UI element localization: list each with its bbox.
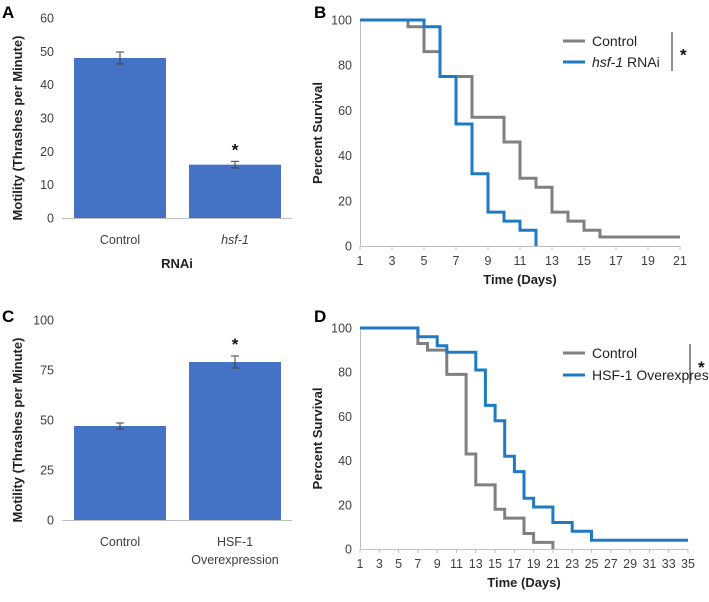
- pa-y-tick-label: 30: [40, 112, 54, 126]
- pd-x-tick-label: 33: [662, 557, 676, 571]
- pd-significance-star: *: [698, 358, 705, 377]
- pc-bar-2: [189, 362, 281, 520]
- pb-y-tick-label: 60: [338, 104, 352, 118]
- pd-y-tick-label: 80: [338, 366, 352, 380]
- panel-label-c: C: [2, 307, 14, 326]
- pb-legend-label-2: hsf-1 RNAi: [592, 54, 660, 70]
- pb-y-tick-label: 0: [345, 240, 352, 254]
- pc-y-tick-label: 25: [40, 464, 54, 478]
- pc-y-axis-title: Motility (Thrashes per Minute): [10, 338, 25, 523]
- pa-y-tick-label: 20: [40, 145, 54, 159]
- pd-x-tick-label: 31: [642, 557, 656, 571]
- pa-y-axis-title: Motility (Thrashes per Minute): [10, 36, 25, 221]
- pb-x-tick-label: 13: [545, 254, 559, 268]
- pc-y-tick-label: 50: [40, 414, 54, 428]
- pc-significance-star: *: [232, 335, 239, 354]
- pc-category-label: Control: [100, 535, 140, 549]
- panel-label-b: B: [314, 3, 326, 22]
- pd-x-tick-label: 23: [565, 557, 579, 571]
- pc-error-bar-1: [116, 422, 124, 430]
- pc-y-tick-label: 0: [47, 514, 54, 528]
- pb-x-tick-label: 19: [641, 254, 655, 268]
- pa-error-bar-1: [116, 51, 124, 65]
- pd-x-tick-label: 7: [414, 557, 421, 571]
- pb-x-axis-title: Time (Days): [483, 272, 556, 287]
- pc-y-tick-label: 100: [33, 314, 54, 328]
- pd-series-line-hsf-1-overexpression: [360, 326, 688, 542]
- pc-category-label: Overexpression: [191, 553, 279, 567]
- pd-series-line-control: [360, 326, 555, 549]
- pa-bar-2: [189, 164, 281, 218]
- pb-x-tick-label: 17: [609, 254, 623, 268]
- pa-x-axis-title: RNAi: [161, 256, 193, 271]
- panel-label-d: D: [314, 307, 326, 326]
- pd-x-tick-label: 3: [376, 557, 383, 571]
- pd-x-tick-label: 17: [507, 557, 521, 571]
- pb-x-tick-label: 7: [453, 254, 460, 268]
- pa-category-label: hsf-1: [221, 233, 249, 247]
- pd-x-tick-label: 25: [585, 557, 599, 571]
- pd-x-tick-label: 21: [546, 557, 560, 571]
- pb-x-tick-label: 9: [485, 254, 492, 268]
- pb-x-tick-label: 3: [389, 254, 396, 268]
- pd-y-axis-title: Percent Survival: [310, 388, 325, 490]
- pb-x-tick-label: 11: [514, 254, 527, 268]
- pd-x-tick-label: 13: [469, 557, 483, 571]
- pd-x-tick-label: 35: [681, 557, 695, 571]
- pb-y-tick-label: 40: [338, 149, 352, 163]
- pd-x-tick-label: 5: [395, 557, 402, 571]
- panel-label-a: A: [2, 3, 14, 22]
- pd-legend-label-text: Control: [592, 345, 637, 361]
- pd-y-tick-label: 40: [338, 454, 352, 468]
- pd-y-tick-label: 0: [345, 543, 352, 557]
- pd-legend-label-text: HSF-1 Overexpression: [592, 367, 709, 383]
- pd-y-tick-label: 100: [331, 322, 352, 336]
- pb-y-tick-label: 80: [338, 59, 352, 73]
- pb-legend-label-1: Control: [592, 33, 637, 49]
- pd-legend-label-1: Control: [592, 345, 637, 361]
- pa-y-tick-label: 40: [40, 78, 54, 92]
- pc-bar-1: [74, 426, 166, 520]
- pb-x-tick-label: 1: [357, 254, 364, 268]
- pd-x-tick-label: 29: [623, 557, 637, 571]
- pb-series-line-control: [360, 18, 680, 239]
- pc-y-tick-label: 75: [40, 364, 54, 378]
- pa-y-tick-label: 0: [47, 212, 54, 226]
- pd-x-axis-title: Time (Days): [487, 575, 560, 590]
- pd-x-tick-label: 9: [434, 557, 441, 571]
- pb-legend-label-italic: hsf-1: [592, 54, 623, 70]
- pa-category-label: Control: [100, 233, 140, 247]
- pb-y-tick-label: 20: [338, 194, 352, 208]
- pa-y-tick-label: 10: [40, 178, 54, 192]
- pd-legend-label-2: HSF-1 Overexpression: [592, 367, 709, 383]
- pb-legend-label-text: RNAi: [623, 54, 660, 70]
- pd-x-tick-label: 19: [527, 557, 541, 571]
- pb-x-tick-label: 21: [673, 254, 687, 268]
- pb-y-tick-label: 100: [331, 14, 352, 28]
- pd-x-tick-label: 11: [450, 557, 463, 571]
- pa-bar-1: [74, 58, 166, 218]
- pd-x-tick-label: 27: [604, 557, 618, 571]
- pb-y-axis-title: Percent Survival: [310, 82, 325, 184]
- pd-x-tick-label: 15: [488, 557, 502, 571]
- pb-legend-label-text: Control: [592, 33, 637, 49]
- pd-x-tick-label: 1: [357, 557, 364, 571]
- pb-significance-star: *: [680, 46, 687, 65]
- pb-x-tick-label: 5: [421, 254, 428, 268]
- pd-y-tick-label: 20: [338, 498, 352, 512]
- pa-significance-star: *: [232, 140, 239, 159]
- pa-y-tick-label: 60: [40, 12, 54, 26]
- pc-error-bar-2: [231, 355, 239, 369]
- pa-y-tick-label: 50: [40, 45, 54, 59]
- pb-x-tick-label: 15: [577, 254, 591, 268]
- pa-error-bar-2: [231, 160, 239, 169]
- pb-series-line-hsf-1-rnai: [360, 18, 538, 246]
- pd-y-tick-label: 60: [338, 410, 352, 424]
- pc-category-label: HSF-1: [217, 535, 253, 549]
